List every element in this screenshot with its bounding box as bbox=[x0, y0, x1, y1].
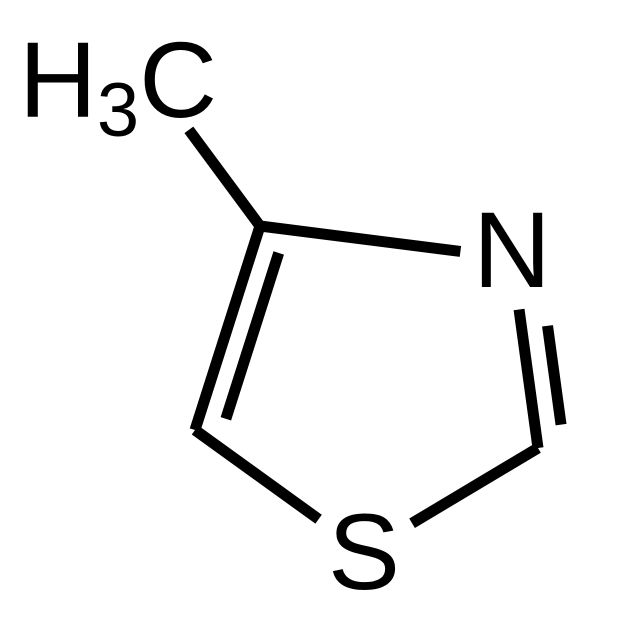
bond-C5-C4-inner bbox=[226, 253, 279, 419]
atom-label: S bbox=[328, 491, 400, 612]
atom-label: H3C bbox=[19, 19, 217, 154]
chemical-structure: N S H3C bbox=[0, 0, 640, 628]
bond-S-C5 bbox=[195, 430, 319, 519]
bond-C4-CH3 bbox=[189, 130, 260, 226]
bond-N-C2 bbox=[519, 310, 538, 448]
bond-C2-S bbox=[412, 448, 538, 523]
bond-N-C2-inner bbox=[548, 326, 562, 425]
atom-label: N bbox=[473, 189, 551, 310]
bond-C4-N bbox=[260, 226, 460, 251]
